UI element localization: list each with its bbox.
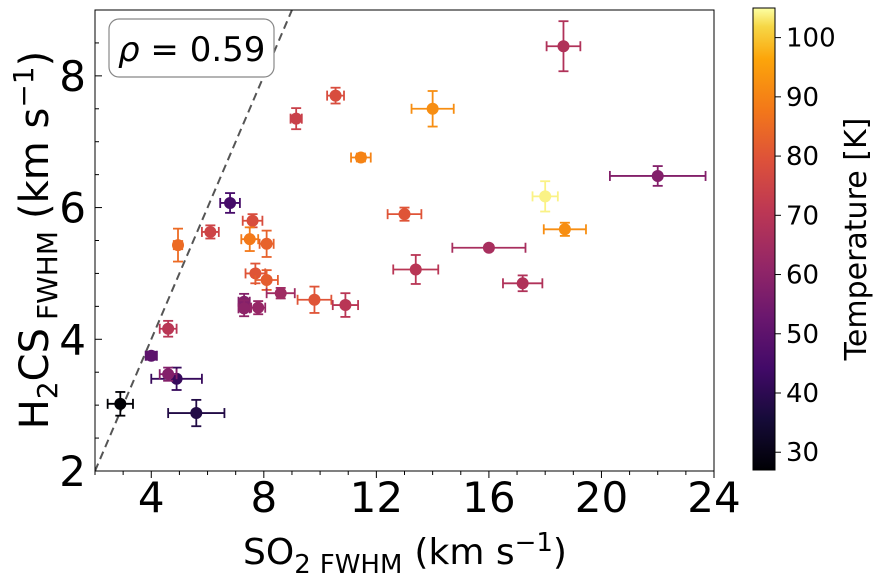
data-point-7 — [172, 227, 185, 263]
x-tick-label: 16 — [462, 473, 515, 522]
data-point-29 — [531, 180, 559, 213]
data-point-27 — [451, 241, 527, 254]
data-point-1 — [106, 391, 134, 417]
data-point-18 — [265, 287, 296, 300]
point-marker — [274, 287, 287, 300]
data-point-24 — [386, 206, 423, 222]
point-marker — [260, 274, 273, 287]
point-marker — [249, 267, 262, 280]
point-marker — [243, 233, 256, 246]
point-marker — [290, 112, 303, 125]
data-point-12 — [258, 229, 275, 258]
data-point-23 — [350, 151, 372, 164]
x-axis-label: SO2 FWHM (km s−1) — [243, 528, 567, 580]
data-point-32 — [608, 165, 707, 187]
data-point-31 — [545, 20, 582, 73]
rho-symbol: ρ — [118, 30, 140, 70]
data-point-25 — [392, 254, 440, 285]
y-axis: 2 4 6 8 — [59, 9, 102, 496]
colorbar-ticks: 30 40 50 60 70 80 90 100 — [775, 24, 836, 468]
svg-text:ρ = 0.59: ρ = 0.59 — [118, 30, 265, 70]
y-axis-label: H2CSFWHM(km s−1) — [7, 51, 64, 429]
point-marker — [339, 299, 352, 312]
colorbar-tick-label: 30 — [786, 438, 819, 468]
point-marker — [246, 214, 259, 227]
x-tick-label: 20 — [575, 473, 628, 522]
colorbar-gradient — [752, 7, 776, 471]
data-point-28 — [502, 274, 544, 293]
x-axis: 4 8 12 16 20 24 — [94, 471, 741, 522]
rho-value: = 0.59 — [140, 30, 266, 70]
point-marker — [190, 407, 203, 420]
y-tick-label: 4 — [59, 315, 86, 364]
data-point-10 — [241, 213, 264, 229]
x-tick-label: 8 — [250, 473, 277, 522]
point-marker — [224, 196, 237, 209]
point-marker — [145, 349, 158, 362]
data-point-30 — [542, 221, 587, 237]
point-marker — [114, 397, 127, 410]
reference-line-group — [95, 10, 293, 471]
point-marker — [252, 301, 265, 314]
point-marker — [260, 237, 273, 250]
data-point-17 — [250, 300, 267, 316]
point-marker — [426, 102, 439, 115]
colorbar-tick-label: 90 — [786, 83, 819, 113]
point-marker — [172, 239, 185, 252]
point-marker — [162, 322, 175, 335]
correlation-annotation: ρ = 0.59 — [108, 18, 275, 78]
point-marker — [557, 40, 570, 53]
data-point-5 — [158, 366, 178, 382]
point-marker — [409, 263, 422, 276]
colorbar-tick-label: 40 — [786, 379, 819, 409]
data-point-19 — [296, 285, 333, 314]
y-tick-label: 2 — [59, 447, 86, 496]
point-marker — [516, 277, 529, 290]
data-points-group — [106, 20, 707, 428]
point-marker — [651, 169, 664, 182]
data-point-16 — [237, 299, 251, 318]
data-point-9 — [219, 192, 241, 214]
data-point-14 — [254, 269, 279, 291]
point-marker — [238, 302, 251, 315]
data-point-8 — [201, 224, 220, 240]
colorbar-tick-label: 50 — [786, 320, 819, 350]
point-marker — [539, 190, 552, 203]
data-point-20 — [331, 292, 359, 318]
point-marker — [162, 368, 175, 381]
data-point-2 — [167, 398, 226, 428]
plot-frame — [94, 9, 715, 472]
point-marker — [354, 151, 367, 164]
point-marker — [398, 208, 411, 221]
colorbar-tick-label: 80 — [786, 142, 819, 172]
colorbar: 30 40 50 60 70 80 90 100 Temperature [K] — [752, 7, 874, 471]
data-point-11 — [240, 226, 260, 252]
data-point-6 — [158, 319, 178, 338]
colorbar-tick-label: 60 — [786, 261, 819, 291]
data-point-22 — [326, 86, 345, 105]
annotation-box — [108, 18, 275, 78]
data-point-26 — [410, 90, 455, 128]
data-point-3 — [144, 349, 158, 362]
colorbar-tick-label: 100 — [786, 24, 836, 54]
point-marker — [204, 225, 217, 238]
point-marker — [558, 223, 571, 236]
colorbar-label: Temperature [K] — [839, 118, 874, 362]
point-marker — [329, 89, 342, 102]
point-marker — [308, 293, 321, 306]
data-point-21 — [289, 107, 303, 131]
y-tick-label: 8 — [59, 52, 86, 101]
one-to-one-line — [95, 10, 293, 471]
x-tick-label: 24 — [687, 473, 740, 522]
y-tick-label: 6 — [59, 184, 86, 233]
x-tick-label: 12 — [350, 473, 403, 522]
x-tick-label: 4 — [138, 473, 165, 522]
colorbar-tick-label: 70 — [786, 201, 819, 231]
point-marker — [482, 241, 495, 254]
